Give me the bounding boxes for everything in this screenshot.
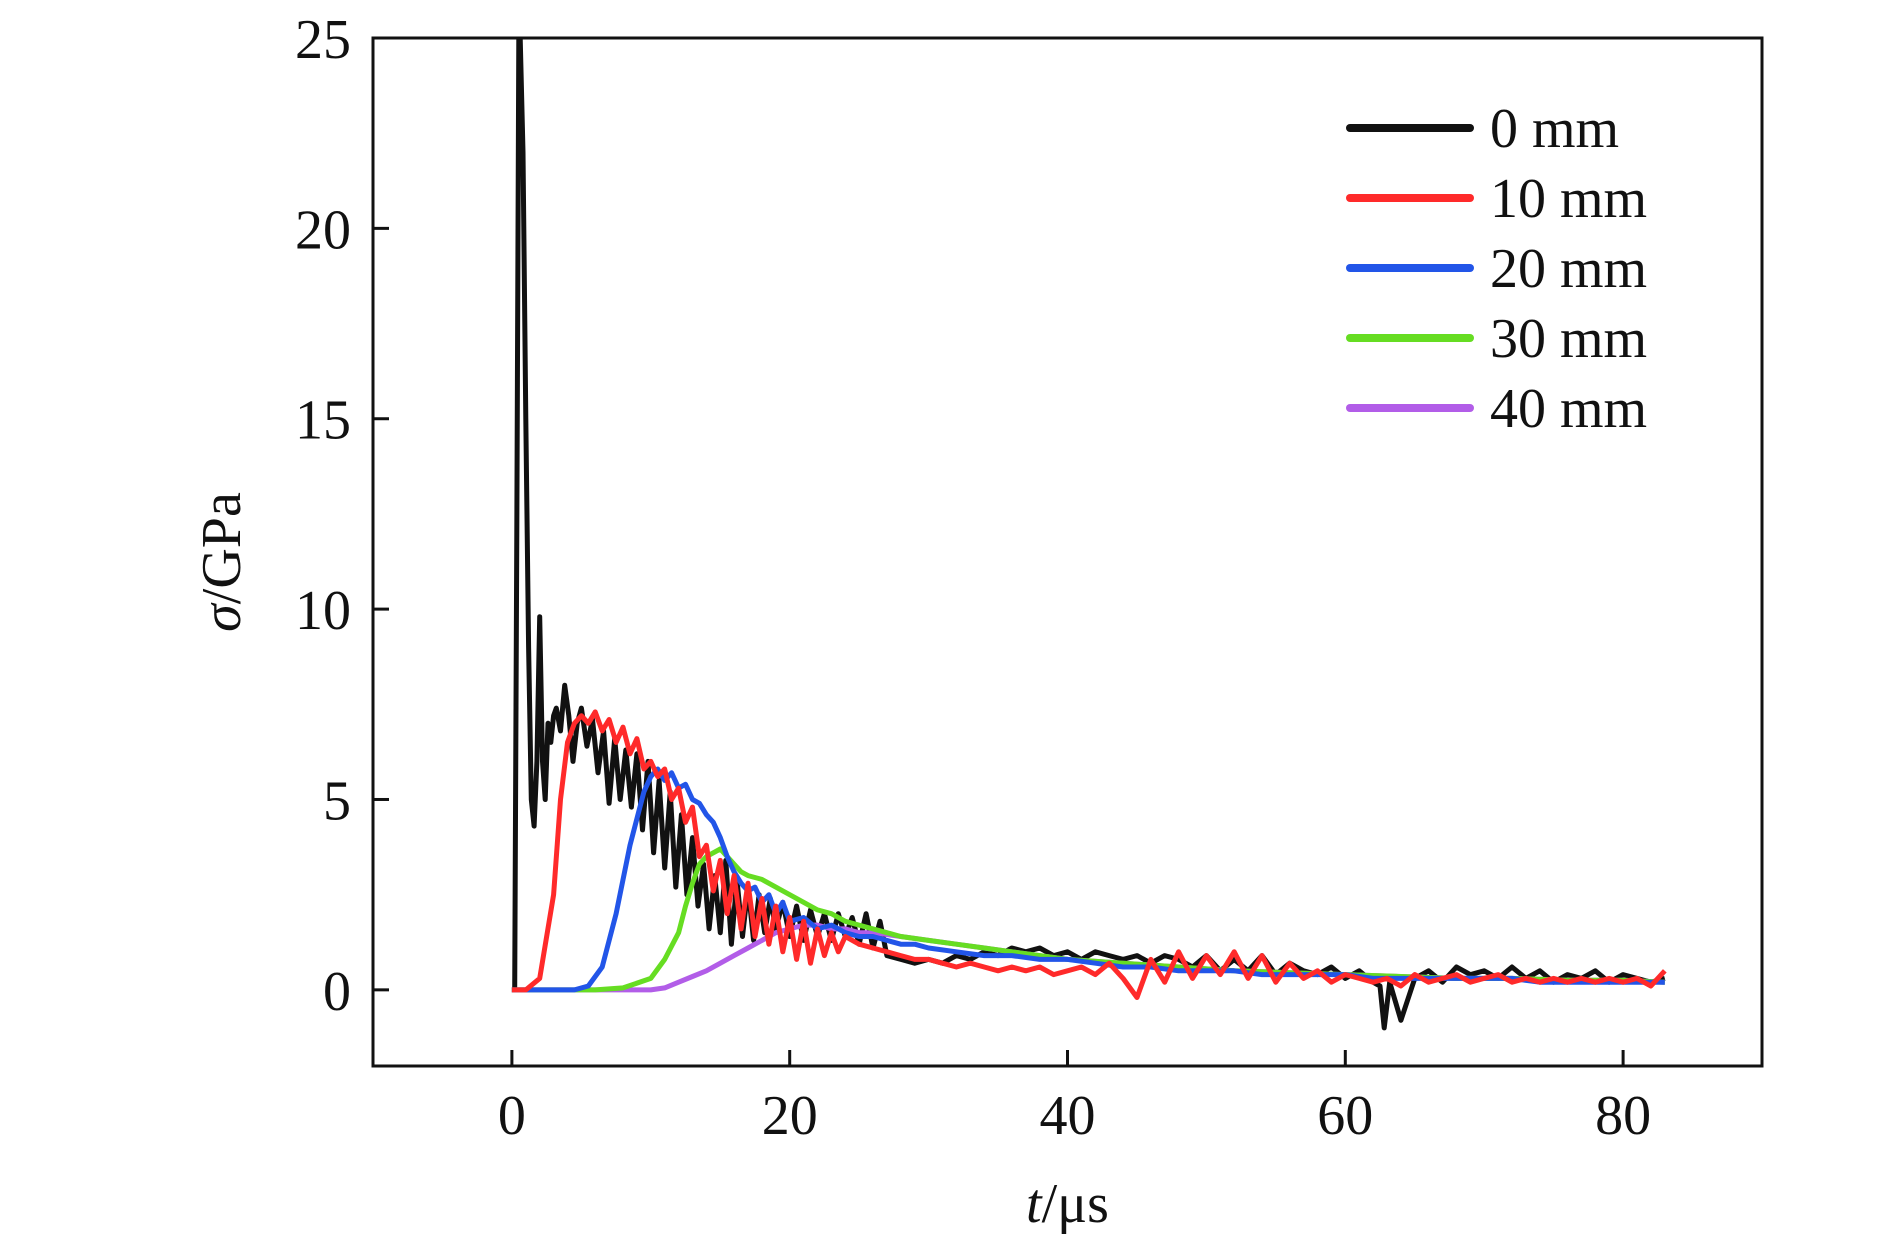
y-tick-label: 25: [295, 9, 351, 71]
y-axis-label-unit: /GPa: [191, 492, 253, 604]
x-tick-label: 0: [498, 1085, 526, 1147]
y-tick-label: 0: [323, 961, 351, 1023]
y-tick-label: 5: [323, 770, 351, 832]
x-tick-label: 40: [1040, 1085, 1096, 1147]
legend-label: 30 mm: [1490, 308, 1647, 370]
x-tick-label: 60: [1317, 1085, 1373, 1147]
legend-label: 0 mm: [1490, 98, 1619, 160]
y-tick-label: 20: [295, 199, 351, 261]
x-axis-label: t/μs: [1026, 1173, 1109, 1235]
y-tick-label: 10: [295, 580, 351, 642]
x-tick-label: 80: [1595, 1085, 1651, 1147]
x-axis-label-var: t: [1026, 1173, 1043, 1235]
x-tick-label: 20: [762, 1085, 818, 1147]
legend-label: 40 mm: [1490, 378, 1647, 440]
x-axis-label-unit: /μs: [1042, 1173, 1109, 1235]
legend: 0 mm 10 mm 20 mm 30 mm 40 mm: [1350, 98, 1647, 440]
legend-label: 10 mm: [1490, 168, 1647, 230]
y-tick-label: 15: [295, 390, 351, 452]
legend-label: 20 mm: [1490, 238, 1647, 300]
y-axis-label: σ/GPa: [191, 492, 253, 632]
y-axis-label-var: σ: [191, 602, 253, 632]
